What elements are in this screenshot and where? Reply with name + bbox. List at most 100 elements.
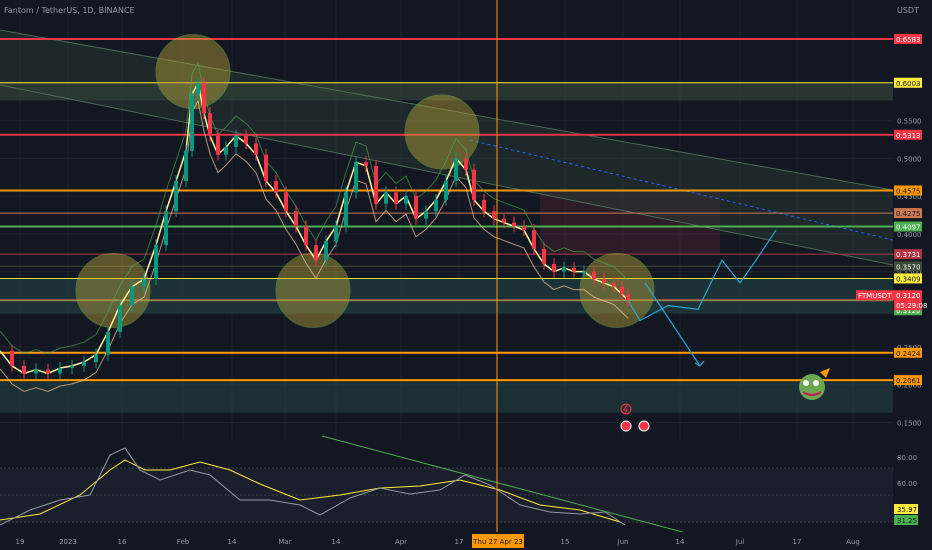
time-tick-label: Aug — [846, 538, 860, 546]
projection-arrow — [644, 282, 701, 367]
level-tag — [894, 77, 922, 88]
time-tick-label: 14 — [676, 538, 685, 546]
candle-body — [572, 267, 576, 272]
current-price-tag — [894, 290, 922, 311]
candle-body — [254, 143, 258, 155]
price-tick-label: 0.5500 — [897, 118, 922, 126]
current-price-label: 0.3120 — [896, 292, 921, 300]
oscillator-value-label: 35.97 — [897, 506, 917, 514]
candle-body — [154, 245, 158, 280]
level-tag — [894, 185, 922, 196]
level-tag-label: 0.3731 — [896, 251, 921, 259]
time-tick-label: 15 — [561, 538, 570, 546]
candle-body — [304, 226, 308, 246]
symbol-tag — [856, 290, 894, 301]
candle-body — [612, 282, 616, 287]
candle-body — [314, 245, 318, 261]
level-tag-label: 0.4575 — [896, 187, 921, 195]
time-tick-label: 17 — [455, 538, 464, 546]
oscillator-value-tag — [894, 504, 918, 514]
oscillator-tick: 60.00 — [897, 480, 917, 488]
candle-body — [82, 362, 86, 366]
price-tick-label: 0.4500 — [897, 193, 922, 201]
cloud-area — [540, 190, 720, 255]
zone-band — [0, 380, 893, 413]
level-tag — [894, 347, 922, 358]
countdown-label: 05:29:08 — [896, 302, 927, 310]
lightning-icon[interactable] — [620, 403, 632, 415]
level-tag — [894, 261, 922, 272]
time-tick-label: Apr — [395, 538, 407, 546]
time-tick-label: 2023 — [59, 538, 77, 546]
time-tick-label: Jul — [735, 538, 745, 546]
candle-body — [512, 222, 516, 227]
earnings-icon[interactable] — [620, 420, 632, 432]
candle-body — [294, 211, 298, 227]
candle-body — [274, 181, 278, 193]
conversion-line — [0, 80, 629, 375]
symbol-tag-label: FTMUSDT — [858, 292, 892, 300]
candle-body — [404, 196, 408, 204]
candle-body — [444, 181, 448, 200]
zone-band — [0, 82, 893, 101]
candle-body — [522, 226, 526, 231]
level-tag — [894, 249, 922, 260]
oscillator-line — [0, 447, 626, 526]
trend-channel — [0, 30, 893, 265]
time-tick-label: 19 — [16, 538, 25, 546]
candle-body — [582, 271, 586, 274]
lagging-span-line — [0, 61, 629, 354]
time-axis[interactable]: 19 2023 16 Feb 14 Mar 14 Apr 17 15 Jun 14 Jul 17 Aug Th… — [0, 532, 932, 550]
oscillator-pane — [0, 435, 893, 535]
level-tag-label: 0.3409 — [896, 275, 921, 283]
candle-body — [626, 294, 630, 301]
crosshair-date-text: Thu 27 Apr 23 — [472, 538, 523, 546]
level-tag — [894, 129, 922, 140]
price-tick-label: 0.3500 — [897, 269, 922, 277]
candle-body — [414, 196, 418, 219]
candle-body — [374, 165, 378, 204]
oscillator-value-tag — [894, 515, 918, 525]
frog-sticker-icon — [799, 368, 830, 400]
level-tag-label: 0.4275 — [896, 210, 921, 218]
candle-body — [502, 218, 506, 223]
candle-body — [264, 154, 268, 182]
candle-body — [472, 169, 476, 200]
level-tag — [894, 221, 922, 232]
level-tag-label: 0.6003 — [896, 80, 921, 88]
time-tick-label: Jun — [617, 538, 629, 546]
candle-body — [224, 147, 228, 155]
candle-body — [58, 368, 62, 374]
candle-body — [208, 113, 212, 136]
candle-body — [202, 82, 206, 114]
time-axis-background — [0, 532, 932, 550]
candle-body — [94, 354, 98, 363]
oscillator-signal-line — [0, 459, 621, 523]
level-tag-label: 0.6583 — [896, 36, 921, 44]
candle-body — [164, 211, 168, 246]
level-tag-label: 0.3570 — [896, 263, 921, 271]
time-tick-label: 16 — [118, 538, 127, 546]
candle-body — [344, 192, 348, 227]
price-axis[interactable]: 80.0060.0035.9731.250.55000.50000.45000.… — [856, 34, 927, 525]
candle-body — [142, 279, 146, 287]
candle-body — [354, 162, 358, 193]
candle-body — [364, 162, 368, 166]
candle-body — [46, 369, 50, 374]
time-tick-label: Mar — [278, 538, 291, 546]
level-tag — [894, 273, 922, 284]
earnings-icon-2[interactable] — [638, 420, 650, 432]
candle-body — [184, 150, 188, 182]
highlight-circle — [275, 252, 351, 328]
price-series — [0, 61, 777, 392]
level-tag-label: 0.4097 — [896, 224, 921, 232]
candle-body — [196, 82, 200, 95]
candle-body — [384, 192, 388, 204]
candle-body — [620, 286, 624, 295]
candle-body — [394, 192, 398, 204]
candle-body — [542, 248, 546, 265]
candle-body — [174, 181, 178, 212]
level-tag — [894, 375, 922, 386]
candle-body — [118, 305, 122, 332]
